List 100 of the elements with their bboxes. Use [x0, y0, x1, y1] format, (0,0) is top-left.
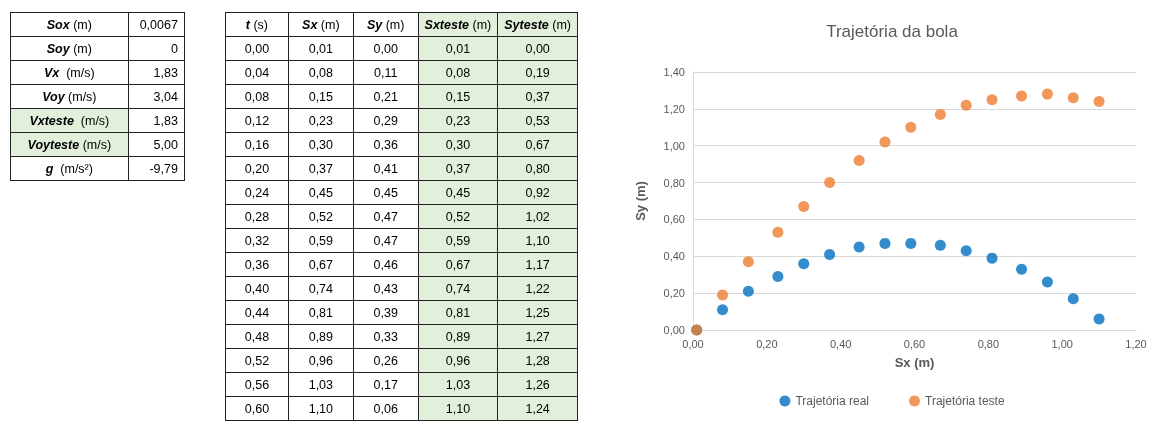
text: 0,26 — [373, 353, 398, 368]
text: 0,00 — [373, 41, 398, 56]
text: 0,36 — [373, 137, 398, 152]
x-tick-label: 0,00 — [682, 337, 704, 350]
text: 1,24 — [525, 401, 550, 416]
legend-label: Trajetória real — [795, 394, 870, 408]
text: 1,10 — [308, 401, 334, 416]
text: 1,28 — [525, 353, 550, 368]
text: 0,30 — [445, 137, 471, 152]
text: 0,29 — [373, 113, 398, 128]
text: 0,20 — [244, 161, 270, 176]
text: 0,89 — [445, 329, 471, 344]
text: 0,33 — [373, 329, 398, 344]
category-label: Sy (m) — [366, 17, 405, 32]
text: 0,36 — [244, 257, 270, 272]
category-label: Soy (m) — [46, 41, 92, 56]
text: 1,27 — [525, 329, 550, 344]
text: 0,11 — [373, 65, 398, 80]
text: 1,17 — [525, 257, 550, 272]
x-tick-label: 0,40 — [829, 337, 852, 350]
text: 1,26 — [525, 377, 550, 392]
text: 1,03 — [308, 377, 334, 392]
y-tick-label: 1,20 — [663, 102, 685, 115]
text: 0,81 — [308, 305, 334, 320]
x-axis-title: Sx (m) — [894, 355, 935, 370]
y-tick-label: 0,80 — [663, 176, 685, 189]
category-label: Voyteste (m/s) — [27, 137, 112, 152]
text: 0,15 — [308, 89, 334, 104]
text: 1,10 — [445, 401, 471, 416]
category-label: Voy (m/s) — [42, 89, 97, 104]
y-axis-title: Sy (m) — [633, 181, 648, 221]
x-tick-label: 0,20 — [756, 337, 778, 350]
text: 1,03 — [445, 377, 471, 392]
text: 0,00 — [244, 41, 270, 56]
text: 0,15 — [445, 89, 471, 104]
text: 0,74 — [445, 281, 471, 296]
text: 0,23 — [308, 113, 334, 128]
text: 0,16 — [244, 137, 270, 152]
category-label: Syteste (m) — [504, 17, 571, 32]
text: 0,52 — [244, 353, 270, 368]
y-tick-label: 0,00 — [663, 324, 685, 336]
text: 0,44 — [244, 305, 270, 320]
text: 0,19 — [525, 65, 550, 80]
text: 0,23 — [445, 113, 471, 128]
text: 3,04 — [153, 89, 178, 104]
text: 0,47 — [373, 233, 398, 248]
text: 0,67 — [445, 257, 471, 272]
x-tick-label: 0,60 — [903, 337, 926, 350]
text: 0,67 — [308, 257, 334, 272]
text: 1,83 — [153, 113, 178, 128]
text: 0,74 — [308, 281, 334, 296]
text: 0,24 — [244, 185, 270, 200]
text: 0,59 — [445, 233, 471, 248]
text: 5,00 — [153, 137, 178, 152]
text: 0,01 — [308, 41, 334, 56]
text: 0,08 — [445, 65, 471, 80]
text: 0,41 — [373, 161, 398, 176]
category-label: Sxteste (m) — [424, 17, 492, 32]
text: 1,10 — [525, 233, 550, 248]
text: 1,22 — [525, 281, 550, 296]
text: 1,83 — [153, 65, 178, 80]
category-label: t (s) — [245, 17, 269, 32]
text: 0,52 — [308, 209, 334, 224]
text: -9,79 — [149, 161, 178, 176]
category-label: Sx (m) — [302, 17, 340, 32]
text: 0,60 — [244, 401, 270, 416]
text: 0,53 — [525, 113, 550, 128]
chart-title: Trajetória da bola — [826, 22, 959, 41]
text: 0,45 — [445, 185, 471, 200]
text: 0,96 — [445, 353, 471, 368]
text: 0,0067 — [139, 17, 178, 32]
text: 0,45 — [308, 185, 334, 200]
text: 0,08 — [244, 89, 270, 104]
text: 0,12 — [244, 113, 270, 128]
text: 0,46 — [373, 257, 398, 272]
text: 0,21 — [373, 89, 398, 104]
text: 0,37 — [525, 89, 550, 104]
text: 0,01 — [445, 41, 471, 56]
text: 0,43 — [373, 281, 398, 296]
text: 0,89 — [308, 329, 334, 344]
x-tick-label: 0,80 — [977, 337, 1000, 350]
text: 0,96 — [308, 353, 334, 368]
category-label: Vxteste (m/s) — [29, 113, 110, 128]
text: 0,17 — [373, 377, 398, 392]
text: 0,80 — [525, 161, 550, 176]
y-tick-label: 0,40 — [663, 250, 685, 263]
x-tick-label: 1,20 — [1125, 337, 1147, 350]
text: 1,02 — [525, 209, 550, 224]
text: 0,28 — [244, 209, 270, 224]
y-tick-label: 1,40 — [663, 66, 685, 78]
text: 0,48 — [244, 329, 270, 344]
text: 0,37 — [308, 161, 334, 176]
text: 0,32 — [244, 233, 270, 248]
y-tick-label: 0,20 — [663, 287, 685, 300]
text: 0,04 — [244, 65, 270, 80]
category-label: Sox (m) — [46, 17, 92, 32]
y-tick-label: 0,60 — [663, 213, 685, 226]
text: 0 — [170, 41, 178, 56]
text: 0,30 — [308, 137, 334, 152]
text: 0,92 — [525, 185, 550, 200]
